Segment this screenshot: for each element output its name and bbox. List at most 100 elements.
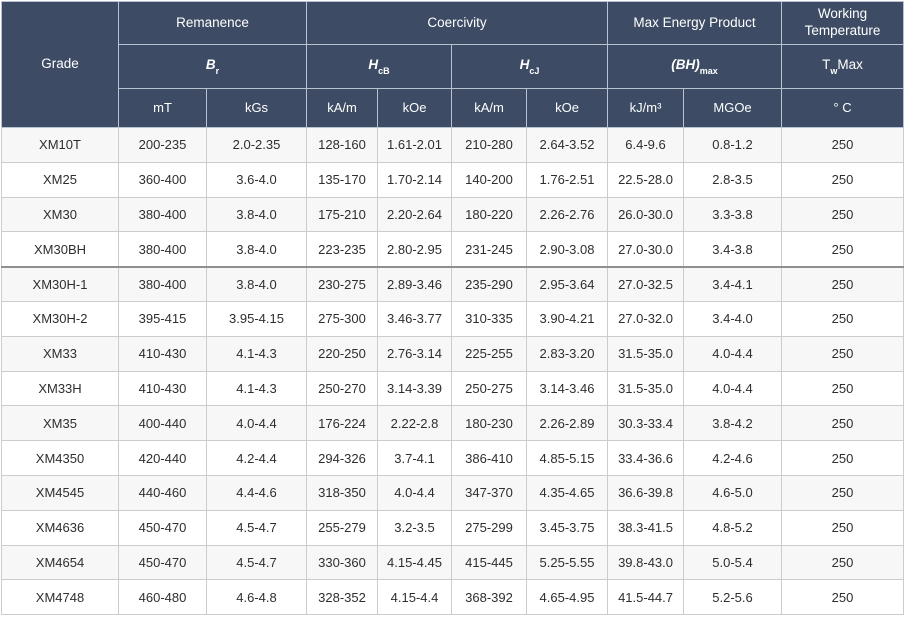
hcj-kam: 347-370 — [451, 474, 528, 511]
bhmax-kjm3: 27.0-32.5 — [607, 265, 685, 302]
hcj-kam: 415-445 — [451, 544, 528, 581]
hcb-koe: 3.14-3.39 — [377, 370, 453, 407]
hcj-kam: 310-335 — [451, 300, 528, 337]
remanence-kgs: 4.5-4.7 — [205, 544, 308, 581]
hcb-subscript: cB — [378, 65, 390, 76]
remanence-kgs: 4.5-4.7 — [205, 509, 308, 546]
working-temp-c: 250 — [781, 300, 904, 337]
bhmax-mgoe: 5.0-5.4 — [683, 544, 783, 581]
table-row: XM33H 410-430 4.1-4.3 250-270 3.14-3.39 … — [1, 370, 904, 407]
hcj-kam: 275-299 — [451, 509, 528, 546]
grade-cell: XM33H — [1, 370, 119, 407]
working-temp-c: 250 — [781, 265, 904, 302]
working-temp-c: 250 — [781, 231, 904, 268]
hcb-kam: 230-275 — [306, 265, 379, 302]
working-temp-c: 250 — [781, 370, 904, 407]
hcj-koe: 3.14-3.46 — [526, 370, 609, 407]
hcj-kam: 368-392 — [451, 579, 528, 616]
remanence-kgs: 4.1-4.3 — [205, 370, 308, 407]
hcb-kam: 330-360 — [306, 544, 379, 581]
br-symbol: B — [205, 57, 216, 73]
hcb-koe: 1.61-2.01 — [377, 127, 453, 163]
hcb-kam: 128-160 — [306, 127, 379, 163]
grade-cell: XM4636 — [1, 509, 119, 546]
bhmax-mgoe: 3.4-3.8 — [683, 231, 783, 268]
header-unit-celsius: ° C — [781, 88, 904, 128]
remanence-mt: 410-430 — [118, 370, 207, 407]
remanence-kgs: 2.0-2.35 — [205, 127, 308, 163]
hcj-kam: 250-275 — [451, 370, 528, 407]
hcj-kam: 140-200 — [451, 161, 528, 198]
hcj-koe: 5.25-5.55 — [526, 544, 609, 581]
hcb-kam: 318-350 — [306, 474, 379, 511]
remanence-mt: 420-440 — [118, 440, 207, 476]
twmax-subscript: w — [830, 65, 838, 76]
bhmax-kjm3: 31.5-35.0 — [607, 335, 685, 372]
hcb-koe: 2.22-2.8 — [377, 405, 453, 442]
hcj-kam: 180-220 — [451, 196, 528, 233]
bhmax-mgoe: 2.8-3.5 — [683, 161, 783, 198]
hcj-koe: 3.45-3.75 — [526, 509, 609, 546]
hcb-koe: 2.89-3.46 — [377, 265, 453, 302]
working-temp-c: 250 — [781, 405, 904, 442]
hcb-koe: 4.0-4.4 — [377, 474, 453, 511]
hcj-koe: 3.90-4.21 — [526, 300, 609, 337]
bhmax-kjm3: 22.5-28.0 — [607, 161, 685, 198]
hcj-kam: 210-280 — [451, 127, 528, 163]
working-temp-c: 250 — [781, 509, 904, 546]
remanence-mt: 400-440 — [118, 405, 207, 442]
hcj-koe: 2.90-3.08 — [526, 231, 609, 268]
header-symbol-br: Br — [117, 44, 308, 89]
working-temp-c: 250 — [781, 440, 904, 476]
bhmax-subscript: max — [699, 65, 718, 76]
header-group-max-energy-product: Max Energy Product — [607, 1, 783, 45]
bhmax-kjm3: 6.4-9.6 — [607, 127, 685, 163]
grade-cell: XM10T — [1, 127, 119, 163]
hcj-kam: 386-410 — [451, 440, 528, 476]
hcj-koe: 2.83-3.20 — [526, 335, 609, 372]
table-row: XM30BH 380-400 3.8-4.0 223-235 2.80-2.95… — [1, 231, 904, 268]
hcb-koe: 2.20-2.64 — [377, 196, 453, 233]
table-row: XM4545 440-460 4.4-4.6 318-350 4.0-4.4 3… — [1, 474, 904, 511]
table-row: XM4350 420-440 4.2-4.4 294-326 3.7-4.1 3… — [1, 440, 904, 476]
working-temp-c: 250 — [781, 335, 904, 372]
table-body: XM10T 200-235 2.0-2.35 128-160 1.61-2.01… — [1, 127, 904, 616]
bhmax-kjm3: 27.0-32.0 — [607, 300, 685, 337]
hcj-kam: 225-255 — [451, 335, 528, 372]
hcj-kam: 235-290 — [451, 265, 528, 302]
hcb-kam: 294-326 — [306, 440, 379, 476]
header-unit-kgs: kGs — [205, 88, 308, 128]
bhmax-kjm3: 36.6-39.8 — [607, 474, 685, 511]
remanence-kgs: 3.95-4.15 — [205, 300, 308, 337]
hcb-kam: 223-235 — [306, 231, 379, 268]
bhmax-mgoe: 5.2-5.6 — [683, 579, 783, 616]
table-header: Grade Remanence Coercivity Max Energy Pr… — [1, 1, 904, 128]
bhmax-kjm3: 27.0-30.0 — [607, 231, 685, 268]
hcb-koe: 1.70-2.14 — [377, 161, 453, 198]
working-temp-c: 250 — [781, 474, 904, 511]
br-subscript: r — [215, 65, 220, 76]
remanence-mt: 450-470 — [118, 509, 207, 546]
remanence-mt: 460-480 — [118, 579, 207, 616]
remanence-kgs: 4.4-4.6 — [205, 474, 308, 511]
grade-cell: XM25 — [1, 161, 119, 198]
hcb-koe: 3.7-4.1 — [377, 440, 453, 476]
hcj-koe: 1.76-2.51 — [526, 161, 609, 198]
hcj-koe: 2.26-2.89 — [526, 405, 609, 442]
bhmax-mgoe: 3.4-4.0 — [683, 300, 783, 337]
bhmax-kjm3: 31.5-35.0 — [607, 370, 685, 407]
bhmax-mgoe: 4.2-4.6 — [683, 440, 783, 476]
hcj-koe: 2.95-3.64 — [526, 265, 609, 302]
header-unit-hcj-koe: kOe — [526, 88, 609, 128]
header-grade: Grade — [1, 1, 119, 128]
remanence-kgs: 4.1-4.3 — [205, 335, 308, 372]
remanence-kgs: 3.8-4.0 — [205, 196, 308, 233]
bhmax-mgoe: 4.0-4.4 — [683, 370, 783, 407]
hcb-kam: 220-250 — [306, 335, 379, 372]
grade-cell: XM4654 — [1, 544, 119, 581]
working-temp-c: 250 — [781, 544, 904, 581]
hcj-koe: 2.64-3.52 — [526, 127, 609, 163]
hcb-koe: 3.2-3.5 — [377, 509, 453, 546]
bhmax-kjm3: 38.3-41.5 — [607, 509, 685, 546]
